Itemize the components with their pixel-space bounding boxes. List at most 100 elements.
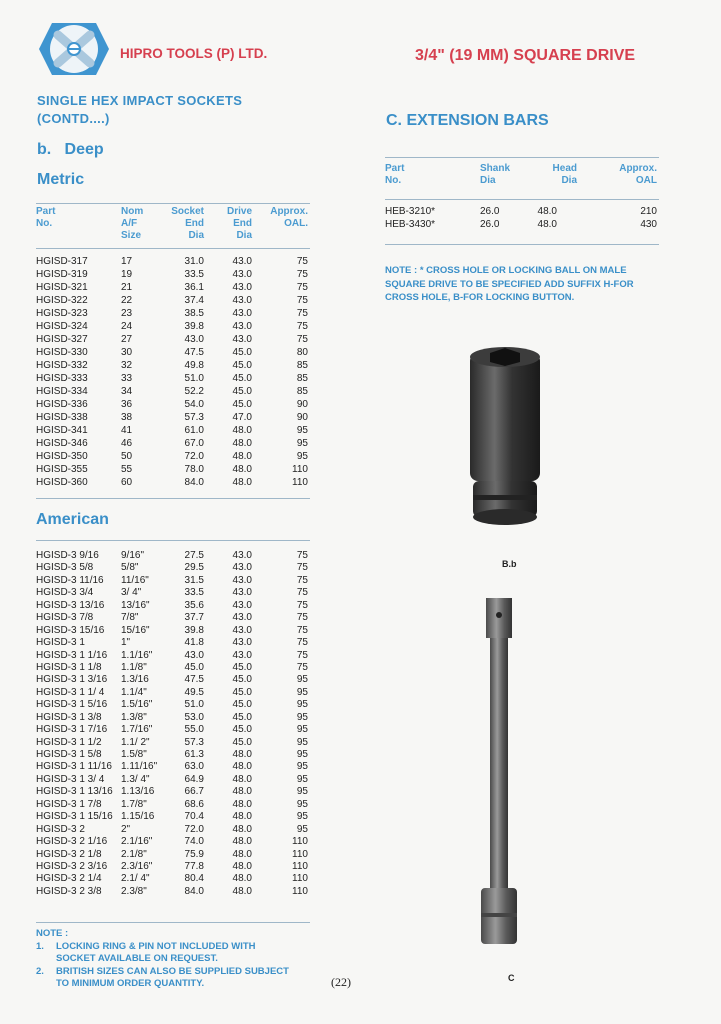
table-cell: HGISD-3 13/16 <box>36 599 105 611</box>
table-cell: 43.0 <box>232 256 252 267</box>
table-cell: 80 <box>296 347 308 358</box>
table-cell: 32 <box>121 360 133 371</box>
table-cell: 85 <box>296 360 308 371</box>
table-cell: 85 <box>296 373 308 384</box>
table-cell: 75 <box>296 308 308 319</box>
table-cell: HGISD-3 15/16 <box>36 624 105 636</box>
table-cell: 45.0 <box>232 386 252 397</box>
section-title: SINGLE HEX IMPACT SOCKETS (CONTD....) <box>37 92 242 128</box>
column-header-line: Dia <box>561 175 577 186</box>
table-cell: HGISD-332 <box>36 360 88 371</box>
table-cell: HGISD-3 9/16 <box>36 550 99 561</box>
column-header-line: Size <box>121 230 142 241</box>
table-row: HGISD-3 15/16 15/16" 39.8 43.0 75 <box>36 625 310 637</box>
table-cell: HEB-3210* <box>385 206 436 217</box>
socket-caption: B.b <box>502 559 517 569</box>
table-cell: 1.3/16 <box>121 674 149 686</box>
table-cell: 110 <box>292 477 308 488</box>
table-cell: 95 <box>296 686 308 698</box>
table-cell: 53.0 <box>184 711 204 723</box>
table-cell: 55.0 <box>184 724 204 736</box>
table-cell: 1.5/16" <box>121 699 153 711</box>
table-cell: HGISD-3 1 7/16 <box>36 724 108 736</box>
table-cell: 43.0 <box>232 587 252 599</box>
table-cell: 49.5 <box>184 686 204 698</box>
table-row: HGISD-3 1 7/8 1.7/8" 68.6 48.0 95 <box>36 799 310 811</box>
column-header-line: Shank <box>480 163 511 174</box>
table-cell: 75 <box>296 256 308 267</box>
table-cell: 1.7/8" <box>121 798 147 810</box>
table-cell: 90 <box>296 412 308 423</box>
table-cell: HGISD-3 5/8 <box>36 562 94 574</box>
table-cell: 45.0 <box>232 724 252 736</box>
table-cell: 57.3 <box>184 412 204 423</box>
table-cell: HGISD-3 2 3/8 <box>36 885 102 897</box>
table-row: HGISD-3 1 5/16 1.5/16" 51.0 45.0 95 <box>36 699 310 711</box>
table-cell: HGISD-3 1 11/16 <box>36 761 112 773</box>
table-cell: 37.7 <box>184 612 204 624</box>
table-cell: HGISD-3 1 13/16 <box>36 786 113 798</box>
table-cell: 38.5 <box>184 308 204 319</box>
table-row: HGISD-350 50 72.0 48.0 95 <box>36 451 310 464</box>
table-cell: 110 <box>292 873 308 885</box>
column-header-line: Part <box>385 163 405 174</box>
table-cell: 95 <box>296 438 308 449</box>
table-cell: 47.5 <box>184 347 204 358</box>
table-cell: 31.0 <box>184 256 204 267</box>
table-cell: 43.0 <box>232 624 252 636</box>
table-cell: 67.0 <box>184 438 204 449</box>
table-cell: 2.3/8" <box>121 885 147 897</box>
column-header-line: Dia <box>188 230 204 241</box>
table-cell: HGISD-3 1 3/8 <box>36 711 102 723</box>
table-row: HEB-3210* 26.0 48.0 210 <box>385 206 659 219</box>
subsection-title: b. Deep <box>37 141 104 158</box>
table-cell: HGISD-336 <box>36 399 88 410</box>
table-cell: 64.9 <box>184 773 204 785</box>
table-cell: 33.5 <box>184 269 204 280</box>
table-cell: 17 <box>121 256 133 267</box>
table-cell: 43.0 <box>232 649 252 661</box>
table-cell: 9/16" <box>121 550 145 561</box>
table-cell: 1.1/ 2" <box>121 736 150 748</box>
table-cell: 43.0 <box>232 550 252 561</box>
table-cell: 11/16" <box>121 574 149 586</box>
table-cell: 2.3/16" <box>121 860 153 872</box>
american-table: HGISD-3 9/16 9/16" 27.5 43.0 75 HGISD-3 5/8 5/… <box>36 550 310 898</box>
table-row: HGISD-324 24 39.8 43.0 75 <box>36 321 310 334</box>
table-row: HGISD-3 1 3/16 1.3/16 47.5 45.0 95 <box>36 674 310 686</box>
table-row: HGISD-3 1 3/8 1.3/8" 53.0 45.0 95 <box>36 712 310 724</box>
company-name: HIPRO TOOLS (P) LTD. <box>120 46 268 61</box>
table-cell: 48.0 <box>232 451 252 462</box>
table-row: HGISD-321 21 36.1 43.0 75 <box>36 282 310 295</box>
table-row: HGISD-3 1 1" 41.8 43.0 75 <box>36 637 310 649</box>
table-cell: 77.8 <box>184 860 204 872</box>
table-cell: HGISD-322 <box>36 295 88 306</box>
note-item: 2. BRITISH SIZES CAN ALSO BE SUPPLIED SUB… <box>36 966 326 991</box>
column-header: Approx. OAL. <box>258 206 308 230</box>
table-row: HGISD-322 22 37.4 43.0 75 <box>36 295 310 308</box>
left-notes: NOTE : 1. LOCKING RING & PIN NOT INCLUDED… <box>36 928 326 991</box>
column-header-line: End <box>233 218 252 229</box>
column-header: Shank Dia <box>480 163 520 187</box>
table-cell: 45.0 <box>232 373 252 384</box>
table-cell: 74.0 <box>184 836 204 848</box>
table-cell: 75 <box>296 295 308 306</box>
column-header: Approx. OAL <box>595 163 657 187</box>
table-cell: 43.0 <box>184 334 204 345</box>
table-cell: HGISD-324 <box>36 321 88 332</box>
table-cell: 84.0 <box>184 885 204 897</box>
table-cell: 57.3 <box>184 736 204 748</box>
table-cell: 5/8" <box>121 562 139 574</box>
table-row: HGISD-3 1 1/16 1.1/16" 43.0 43.0 75 <box>36 650 310 662</box>
table-cell: 19 <box>121 269 133 280</box>
note-number: 2. <box>36 965 44 977</box>
table-cell: HGISD-3 1 <box>36 637 85 649</box>
table-cell: 95 <box>296 823 308 835</box>
table-cell: HGISD-3 1 1/2 <box>36 736 102 748</box>
table-cell: 95 <box>296 425 308 436</box>
table-cell: 2" <box>121 823 131 835</box>
table-cell: HGISD-346 <box>36 438 88 449</box>
table-cell: 48.0 <box>232 811 252 823</box>
table-cell: HGISD-317 <box>36 256 88 267</box>
table-cell: 61.0 <box>184 425 204 436</box>
